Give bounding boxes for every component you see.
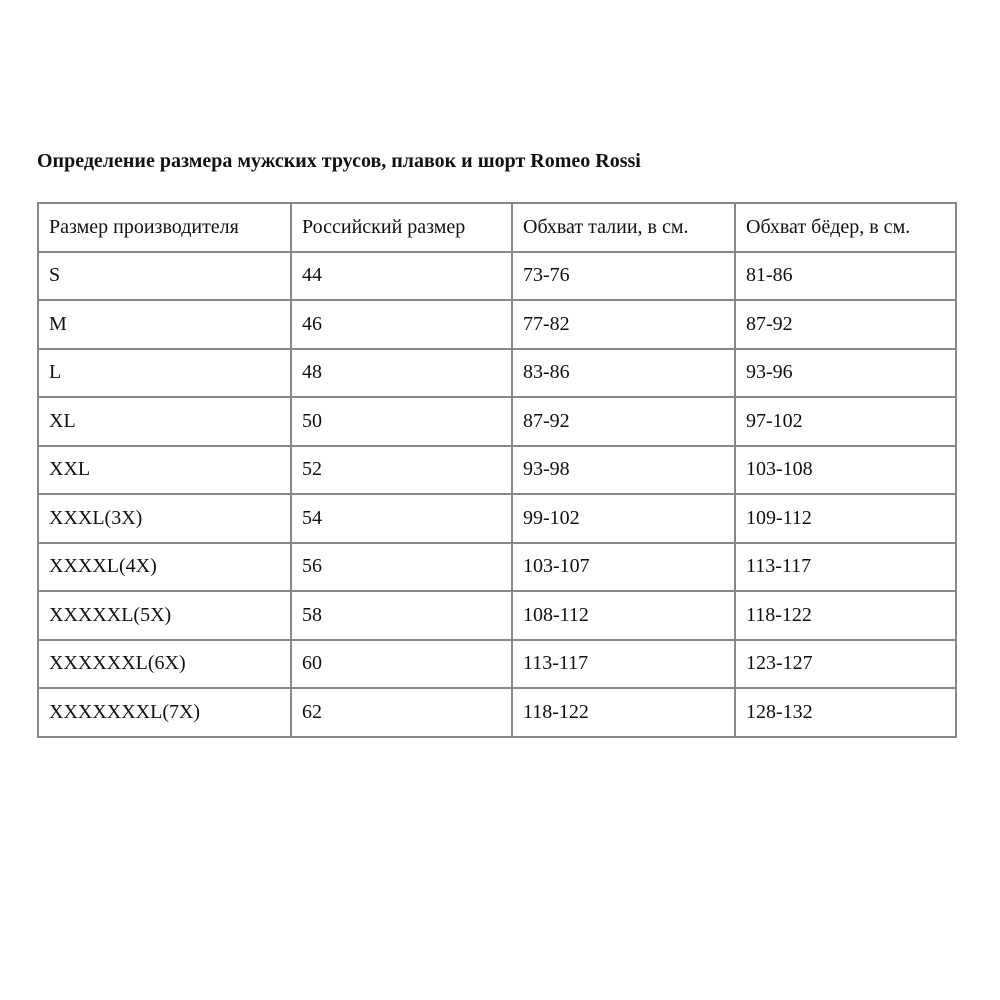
table-cell: 87-92 (734, 299, 957, 350)
table-row: XXL 52 93-98 103-108 (37, 444, 957, 495)
table-cell: 87-92 (511, 396, 736, 447)
table-row: XXXXL(4X) 56 103-107 113-117 (37, 541, 957, 592)
table-cell: 109-112 (734, 493, 957, 544)
header-row: Размер производителя Российский размер О… (37, 202, 957, 253)
table-row: XXXXXL(5X) 58 108-112 118-122 (37, 590, 957, 641)
table-row: S 44 73-76 81-86 (37, 250, 957, 301)
table-cell: 50 (290, 396, 513, 447)
table-row: XL 50 87-92 97-102 (37, 396, 957, 447)
header-cell: Обхват бёдер, в см. (734, 202, 957, 253)
table-cell: 56 (290, 541, 513, 592)
table-cell: 103-108 (734, 444, 957, 495)
table-cell: 118-122 (734, 590, 957, 641)
table-row: XXXXXXL(6X) 60 113-117 123-127 (37, 638, 957, 689)
table-row: XXXL(3X) 54 99-102 109-112 (37, 493, 957, 544)
table-cell: XXXXL(4X) (37, 541, 292, 592)
table-cell: XL (37, 396, 292, 447)
table-cell: 81-86 (734, 250, 957, 301)
table-cell: 113-117 (511, 638, 736, 689)
table-cell: 108-112 (511, 590, 736, 641)
table-cell: 46 (290, 299, 513, 350)
header-cell: Российский размер (290, 202, 513, 253)
table-cell: 99-102 (511, 493, 736, 544)
table-cell: 93-96 (734, 347, 957, 398)
table-cell: 48 (290, 347, 513, 398)
table-cell: L (37, 347, 292, 398)
table-row: XXXXXXXL(7X) 62 118-122 128-132 (37, 687, 957, 738)
table-cell: 93-98 (511, 444, 736, 495)
table-cell: 77-82 (511, 299, 736, 350)
page-title: Определение размера мужских трусов, плав… (37, 150, 641, 172)
table-cell: 62 (290, 687, 513, 738)
table-cell: 103-107 (511, 541, 736, 592)
header-cell: Размер производителя (37, 202, 292, 253)
table-cell: 73-76 (511, 250, 736, 301)
table-cell: 52 (290, 444, 513, 495)
table-cell: XXXXXL(5X) (37, 590, 292, 641)
table-cell: 44 (290, 250, 513, 301)
table-cell: 113-117 (734, 541, 957, 592)
table-cell: 118-122 (511, 687, 736, 738)
table-cell: S (37, 250, 292, 301)
table-row: M 46 77-82 87-92 (37, 299, 957, 350)
table-cell: XXXXXXXL(7X) (37, 687, 292, 738)
header-cell: Обхват талии, в см. (511, 202, 736, 253)
table-cell: 97-102 (734, 396, 957, 447)
table-cell: 54 (290, 493, 513, 544)
table-cell: 123-127 (734, 638, 957, 689)
size-table: Размер производителя Российский размер О… (37, 202, 957, 738)
table-cell: 83-86 (511, 347, 736, 398)
table-cell: M (37, 299, 292, 350)
table-cell: 60 (290, 638, 513, 689)
table-cell: XXXXXXL(6X) (37, 638, 292, 689)
table-row: L 48 83-86 93-96 (37, 347, 957, 398)
table-cell: 58 (290, 590, 513, 641)
table-cell: XXXL(3X) (37, 493, 292, 544)
table-cell: 128-132 (734, 687, 957, 738)
table-cell: XXL (37, 444, 292, 495)
